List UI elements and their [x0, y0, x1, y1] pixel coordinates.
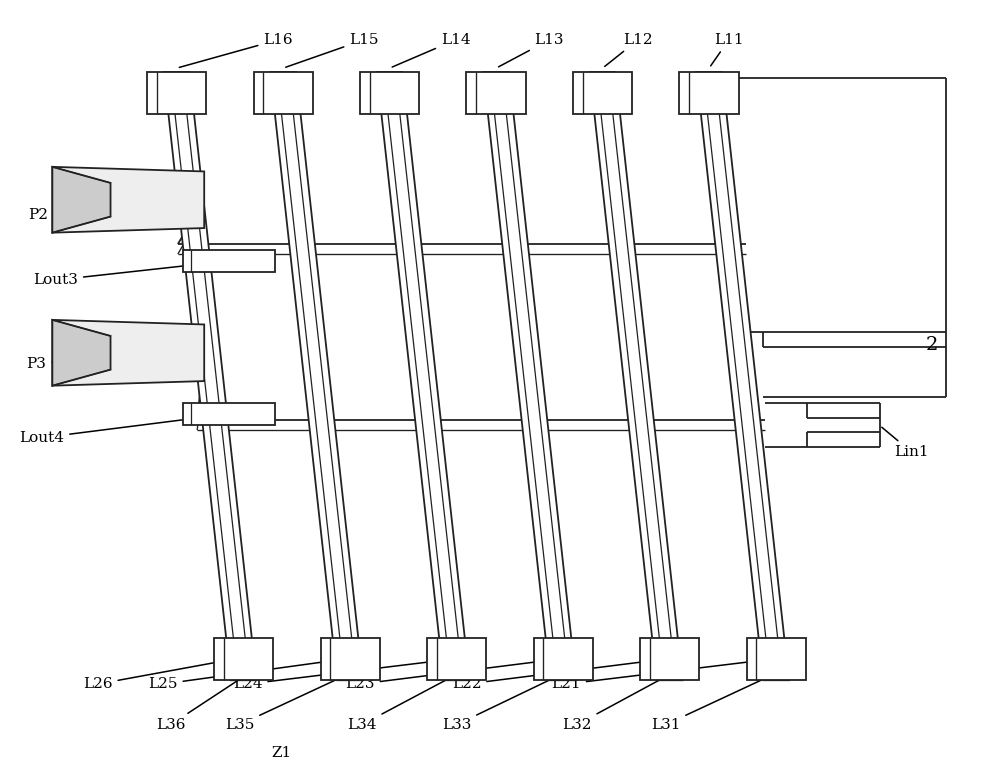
Text: Lout3: Lout3 [33, 261, 226, 287]
Text: L14: L14 [392, 33, 470, 67]
Polygon shape [277, 75, 356, 677]
Polygon shape [214, 638, 273, 680]
Text: L23: L23 [345, 661, 540, 691]
Text: L11: L11 [711, 33, 744, 66]
Text: L21: L21 [551, 661, 753, 691]
Text: L12: L12 [605, 33, 653, 66]
Polygon shape [164, 72, 256, 680]
Polygon shape [679, 72, 739, 114]
Polygon shape [490, 75, 569, 677]
Text: L15: L15 [286, 33, 379, 67]
Text: L31: L31 [651, 666, 791, 731]
Polygon shape [360, 72, 419, 114]
Polygon shape [183, 404, 275, 425]
Text: L36: L36 [156, 667, 259, 731]
Polygon shape [52, 320, 111, 386]
Polygon shape [270, 72, 363, 680]
Polygon shape [377, 72, 469, 680]
Text: L22: L22 [452, 661, 646, 691]
Text: Z1: Z1 [271, 746, 291, 760]
Polygon shape [466, 72, 526, 114]
Polygon shape [747, 638, 806, 680]
Text: Lin1: Lin1 [882, 427, 929, 460]
Polygon shape [321, 638, 380, 680]
Polygon shape [640, 638, 699, 680]
Polygon shape [597, 75, 676, 677]
Text: L33: L33 [442, 666, 578, 731]
Text: L34: L34 [347, 666, 472, 731]
Polygon shape [171, 75, 250, 677]
Text: L16: L16 [179, 33, 293, 68]
Polygon shape [52, 167, 111, 233]
Polygon shape [696, 72, 789, 680]
Polygon shape [590, 72, 682, 680]
Polygon shape [254, 72, 313, 114]
Polygon shape [52, 320, 204, 386]
Polygon shape [483, 72, 576, 680]
Text: L26: L26 [83, 661, 220, 691]
Text: L32: L32 [562, 666, 685, 731]
Text: L24: L24 [233, 661, 433, 691]
Text: 2: 2 [926, 336, 938, 354]
Text: L25: L25 [148, 661, 327, 691]
Polygon shape [427, 638, 486, 680]
Polygon shape [384, 75, 463, 677]
Text: L13: L13 [499, 33, 564, 67]
Text: Lout4: Lout4 [19, 414, 226, 445]
Polygon shape [183, 250, 275, 272]
Polygon shape [147, 72, 206, 114]
Polygon shape [52, 167, 204, 233]
Polygon shape [573, 72, 632, 114]
Text: P3: P3 [27, 353, 108, 372]
Text: P2: P2 [28, 200, 108, 222]
Polygon shape [703, 75, 782, 677]
Polygon shape [534, 638, 593, 680]
Text: L35: L35 [225, 666, 365, 731]
